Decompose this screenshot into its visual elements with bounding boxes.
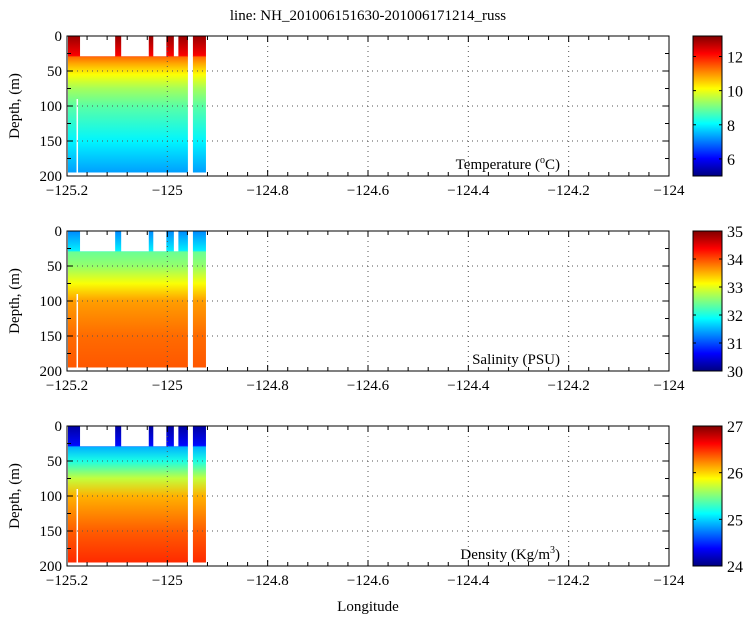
- colorbar-tick-label: 27: [727, 419, 743, 436]
- surface-cast-mark: [68, 36, 81, 57]
- y-tick-label: 50: [47, 64, 62, 80]
- x-tick-label: −124.8: [247, 183, 289, 199]
- colorbar: [692, 35, 723, 177]
- y-axis-label: Depth, (m): [7, 268, 23, 334]
- colorbar-tick-label: 25: [727, 512, 743, 529]
- x-tick-label: −124.6: [347, 378, 390, 394]
- x-tick-label: −124.6: [347, 183, 390, 199]
- y-tick-label: 0: [55, 224, 63, 240]
- x-tick-label: −124.4: [447, 183, 490, 199]
- surface-cast-mark: [192, 36, 206, 57]
- x-tick-label: −124.6: [347, 573, 390, 589]
- colorbar-tick-label: 10: [727, 84, 743, 101]
- y-tick-label: 100: [40, 294, 63, 310]
- data-section-mark: [68, 56, 188, 173]
- x-tick-label: −124.2: [548, 573, 590, 589]
- data-section-mark: [192, 446, 206, 563]
- y-tick-label: 150: [40, 329, 63, 345]
- data-gap: [76, 294, 79, 368]
- y-tick-label: 0: [55, 29, 63, 45]
- colorbar-tick-label: 26: [727, 466, 743, 483]
- x-tick-label: −124: [654, 573, 685, 589]
- data-section-mark: [192, 56, 206, 173]
- surface-cast-mark: [178, 231, 188, 252]
- y-tick-label: 200: [40, 559, 63, 575]
- y-tick-label: 100: [40, 489, 63, 505]
- y-tick-label: 50: [47, 259, 62, 275]
- surface-cast-mark: [166, 426, 174, 447]
- x-tick-label: −125.2: [46, 378, 88, 394]
- surface-cast-mark: [115, 231, 122, 252]
- surface-cast-mark: [115, 426, 122, 447]
- chart-title: line: NH_201006151630-201006171214_russ: [230, 8, 506, 24]
- y-tick-label: 0: [55, 419, 63, 435]
- x-tick-label: −124.4: [447, 573, 490, 589]
- colorbar-tick-label: 24: [727, 559, 743, 576]
- y-axis-label: Depth, (m): [7, 73, 23, 139]
- data-section-mark: [192, 251, 206, 368]
- colorbar-tick-label: 32: [727, 308, 743, 325]
- surface-cast-mark: [148, 426, 154, 447]
- x-tick-label: −125: [152, 378, 183, 394]
- y-axis-label: Depth, (m): [7, 463, 23, 529]
- colorbar-tick-label: 31: [727, 336, 743, 353]
- panel-density: −125.2 −125 −124.8 −124.6 −124.4 −124.2 −124 0 5…: [7, 419, 743, 589]
- x-tick-label: −124: [654, 183, 685, 199]
- x-tick-label: −125: [152, 183, 183, 199]
- surface-cast-mark: [192, 426, 206, 447]
- x-tick-label: −125.2: [46, 183, 88, 199]
- x-tick-label: −124.8: [247, 573, 289, 589]
- data-section-mark: [68, 251, 188, 368]
- colorbar-tick-label: 12: [727, 49, 743, 66]
- surface-cast-mark: [166, 36, 174, 57]
- panel-label: Salinity (PSU): [472, 352, 560, 368]
- panel-label: Density (Kg/m3): [460, 545, 560, 563]
- colorbar-tick-label: 6: [727, 152, 735, 169]
- y-tick-label: 200: [40, 169, 63, 185]
- colorbar: [692, 425, 723, 567]
- data-gap: [76, 489, 79, 563]
- y-tick-label: 150: [40, 524, 63, 540]
- y-tick-label: 150: [40, 134, 63, 150]
- surface-cast-mark: [192, 231, 206, 252]
- x-tick-label: −125.2: [46, 573, 88, 589]
- data-gap: [76, 99, 79, 173]
- surface-cast-mark: [178, 36, 188, 57]
- x-axis-label: Longitude: [337, 599, 399, 615]
- colorbar-tick-label: 30: [727, 364, 743, 381]
- y-tick-label: 100: [40, 99, 63, 115]
- surface-cast-mark: [115, 36, 122, 57]
- colorbar: [692, 230, 723, 372]
- colorbar-tick-label: 8: [727, 118, 735, 135]
- surface-cast-mark: [68, 426, 81, 447]
- colorbar-tick-label: 33: [727, 280, 743, 297]
- x-tick-label: −124.8: [247, 378, 289, 394]
- surface-cast-mark: [166, 231, 174, 252]
- panel-salinity: −125.2 −125 −124.8 −124.6 −124.4 −124.2 −124 0 5…: [7, 224, 743, 394]
- panel-temperature: −125.2 −125 −124.8 −124.6 −124.4 −124.2 −124 0 5…: [7, 29, 743, 199]
- colorbar-tick-label: 34: [727, 252, 743, 269]
- x-tick-label: −124.2: [548, 378, 590, 394]
- x-tick-label: −124.4: [447, 378, 490, 394]
- panel-label: Temperature (oC): [456, 155, 560, 173]
- y-tick-label: 200: [40, 364, 63, 380]
- surface-cast-mark: [178, 426, 188, 447]
- surface-cast-mark: [148, 231, 154, 252]
- data-section-mark: [68, 446, 188, 563]
- x-tick-label: −124.2: [548, 183, 590, 199]
- surface-cast-mark: [148, 36, 154, 57]
- x-tick-label: −124: [654, 378, 685, 394]
- x-tick-label: −125: [152, 573, 183, 589]
- y-tick-label: 50: [47, 454, 62, 470]
- surface-cast-mark: [68, 231, 81, 252]
- colorbar-tick-label: 35: [727, 224, 743, 241]
